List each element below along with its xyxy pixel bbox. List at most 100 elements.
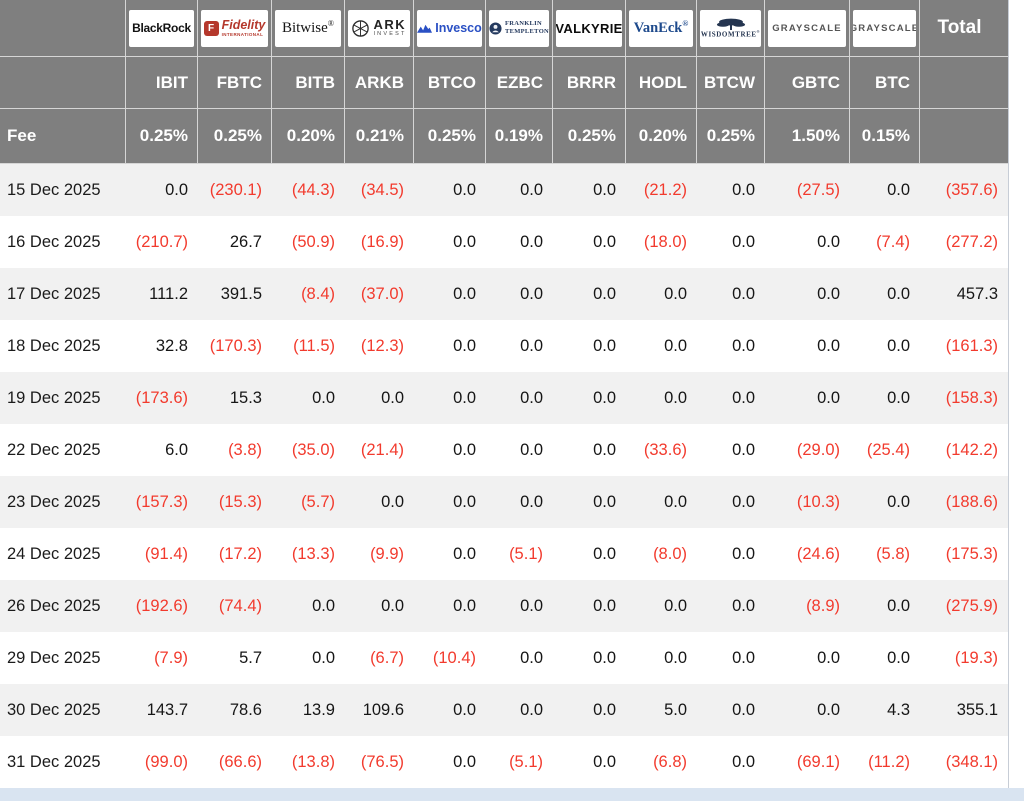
value-cell: 0.0 — [593, 388, 616, 407]
value-cell: 0.0 — [381, 596, 404, 615]
invesco-logo: Invesco — [417, 21, 482, 35]
logo-card-blackrock: BlackRock — [129, 9, 194, 47]
row-total-cell: (161.3) — [945, 336, 998, 355]
wisdomtree-logo-text: WISDOMTREE® — [700, 29, 761, 39]
fidelity-logo: F Fidelity INTERNATIONAL — [203, 18, 266, 37]
fee-btc: 0.15% — [850, 109, 920, 164]
etf-flow-table: BlackRock F Fidelity INTERNATIONAL Bitwise® A… — [0, 0, 1009, 788]
value-cell: 0.0 — [593, 596, 616, 615]
table-row: 29 Dec 2025 (7.9) 5.7 0.0 (6.7) (10.4) 0.0 0.0 0… — [0, 632, 1008, 684]
value-cell: (33.6) — [643, 440, 687, 459]
date-cell: 29 Dec 2025 — [7, 648, 101, 667]
value-cell: 0.0 — [664, 284, 687, 303]
logo-cell: GRAYSCALE — [765, 0, 850, 57]
ticker-brrr: BRRR — [553, 57, 626, 109]
value-cell: 0.0 — [732, 284, 755, 303]
franklin-seal-icon — [489, 21, 502, 35]
ark-invest-sub-text: INVEST — [373, 31, 407, 38]
logo-cell: VanEck® — [626, 0, 697, 57]
grayscale-logo-text: GRAYSCALE — [853, 22, 916, 34]
value-cell: 0.0 — [453, 336, 476, 355]
date-cell: 24 Dec 2025 — [7, 544, 101, 563]
value-cell: (50.9) — [291, 232, 335, 251]
logo-cell: BlackRock — [126, 0, 198, 57]
value-cell: 0.0 — [887, 388, 910, 407]
value-cell: 0.0 — [520, 492, 543, 511]
logo-cell: VALKYRIE — [553, 0, 626, 57]
value-cell: 0.0 — [664, 336, 687, 355]
value-cell: (74.4) — [218, 596, 262, 615]
value-cell: 0.0 — [520, 388, 543, 407]
ticker-gbtc: GBTC — [765, 57, 850, 109]
value-cell: (210.7) — [135, 232, 188, 251]
ticker-header-row: IBIT FBTC BITB ARKB BTCO EZBC BRRR HODL BTCW GBTC… — [0, 57, 1008, 109]
value-cell: (6.8) — [653, 752, 687, 771]
row-total-cell: (357.6) — [945, 180, 998, 199]
value-cell: 0.0 — [453, 284, 476, 303]
value-cell: (7.4) — [876, 232, 910, 251]
ticker-ezbc: EZBC — [486, 57, 553, 109]
value-cell: 0.0 — [381, 492, 404, 511]
logo-card-grayscale: GRAYSCALE — [853, 9, 916, 47]
fidelity-logo-text: Fidelity — [221, 18, 266, 32]
value-cell: (13.3) — [291, 544, 335, 563]
value-cell: 0.0 — [732, 544, 755, 563]
value-cell: 0.0 — [732, 336, 755, 355]
date-cell: 22 Dec 2025 — [7, 440, 101, 459]
value-cell: 0.0 — [520, 284, 543, 303]
logo-card-bitwise: Bitwise® — [275, 9, 341, 47]
bitwise-logo-text: Bitwise® — [281, 19, 335, 36]
fee-fbtc: 0.25% — [198, 109, 272, 164]
value-cell: 5.7 — [239, 648, 262, 667]
value-cell: 0.0 — [887, 492, 910, 511]
value-cell: (5.7) — [301, 492, 335, 511]
value-cell: (21.4) — [360, 440, 404, 459]
value-cell: 0.0 — [593, 700, 616, 719]
value-cell: (27.5) — [796, 180, 840, 199]
value-cell: 13.9 — [302, 700, 335, 719]
logo-cell: Bitwise® — [272, 0, 345, 57]
fee-bitb: 0.20% — [272, 109, 345, 164]
value-cell: 0.0 — [593, 180, 616, 199]
value-cell: (3.8) — [228, 440, 262, 459]
value-cell: (76.5) — [360, 752, 404, 771]
ticker-hodl: HODL — [626, 57, 697, 109]
value-cell: 0.0 — [593, 752, 616, 771]
fidelity-f-icon: F — [203, 20, 219, 36]
value-cell: (25.4) — [866, 440, 910, 459]
value-cell: (29.0) — [796, 440, 840, 459]
wisdomtree-tree-icon — [716, 18, 745, 30]
fidelity-sub-text: INTERNATIONAL — [221, 31, 264, 37]
row-total-cell: (277.2) — [945, 232, 998, 251]
logo-cell: FRANKLIN TEMPLETON — [486, 0, 553, 57]
value-cell: (10.3) — [796, 492, 840, 511]
logo-card-vaneck: VanEck® — [629, 9, 693, 47]
value-cell: (34.5) — [360, 180, 404, 199]
fee-gbtc: 1.50% — [765, 109, 850, 164]
fee-ibit: 0.25% — [126, 109, 198, 164]
valkyrie-logo-text: VALKYRIE — [556, 20, 622, 36]
fee-row-label: Fee — [0, 109, 126, 164]
value-cell: 0.0 — [817, 388, 840, 407]
value-cell: 4.3 — [887, 700, 910, 719]
value-cell: (8.0) — [653, 544, 687, 563]
value-cell: 0.0 — [664, 596, 687, 615]
value-cell: 0.0 — [453, 180, 476, 199]
value-cell: (9.9) — [370, 544, 404, 563]
fee-btcw: 0.25% — [697, 109, 765, 164]
page-bottom-strip — [0, 788, 1024, 801]
value-cell: 111.2 — [149, 284, 188, 303]
date-cell: 17 Dec 2025 — [7, 284, 101, 303]
value-cell: (11.5) — [293, 336, 335, 355]
fee-hodl: 0.20% — [626, 109, 697, 164]
value-cell: 0.0 — [593, 336, 616, 355]
row-total-cell: (275.9) — [945, 596, 998, 615]
value-cell: 5.0 — [664, 700, 687, 719]
fee-ezbc: 0.19% — [486, 109, 553, 164]
value-cell: 0.0 — [312, 648, 335, 667]
fee-arkb: 0.21% — [345, 109, 414, 164]
table-row: 19 Dec 2025 (173.6) 15.3 0.0 0.0 0.0 0.0 0.0 0.0… — [0, 372, 1008, 424]
value-cell: (230.1) — [209, 180, 262, 199]
value-cell: 0.0 — [817, 648, 840, 667]
value-cell: 0.0 — [817, 232, 840, 251]
